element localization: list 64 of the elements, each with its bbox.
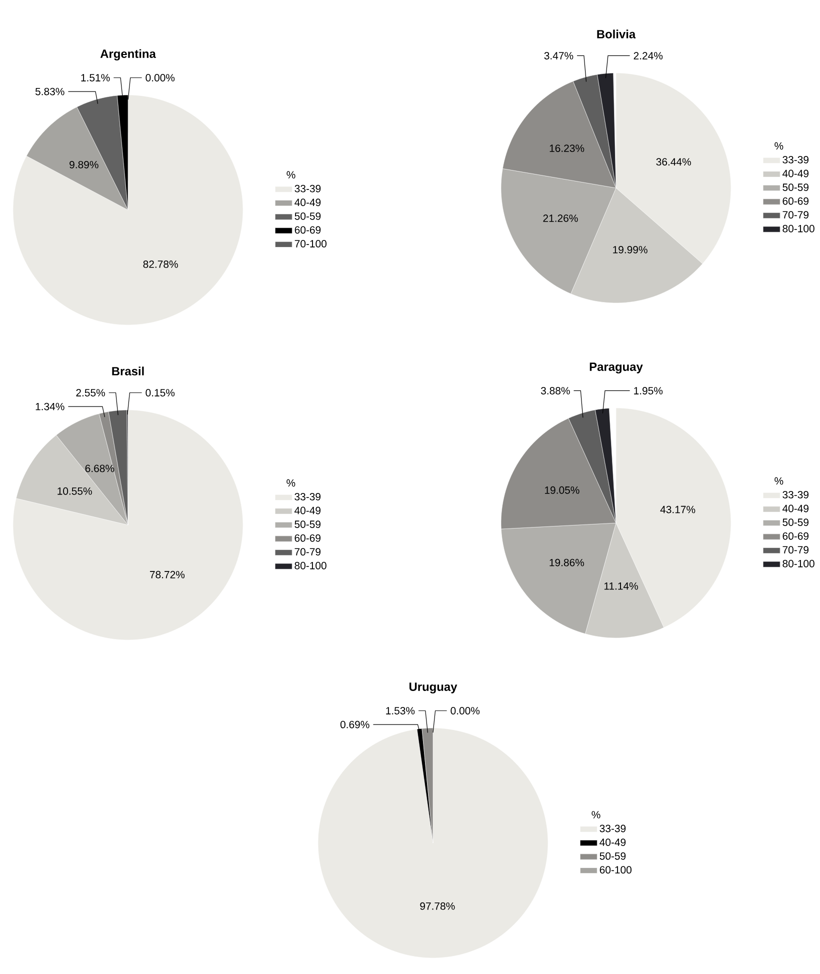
data-label: 0.15% <box>146 389 175 396</box>
legend-label: 80-100 <box>294 562 326 570</box>
legend-label: 33-39 <box>782 156 808 164</box>
data-label: 19.86% <box>550 558 584 566</box>
legend-label: 40-49 <box>782 170 808 178</box>
data-label: 0.69% <box>340 720 370 728</box>
data-label: 19.99% <box>613 246 648 254</box>
data-label: 16.23% <box>550 144 584 152</box>
legend-title: % <box>774 477 784 485</box>
legend-label: 70-79 <box>294 548 320 556</box>
text: 0.00% <box>146 74 175 82</box>
legend-title: % <box>592 811 600 818</box>
legend-label: 60-69 <box>294 534 320 542</box>
legend-label: 50-59 <box>600 852 626 860</box>
data-label: 1.53% <box>386 707 415 714</box>
text: 0.00% <box>450 707 480 714</box>
legend-label: 33-39 <box>294 493 320 500</box>
chart-title: Brasil <box>112 366 144 376</box>
data-label: 11.14% <box>604 582 638 590</box>
legend-label: 50-59 <box>294 212 321 220</box>
data-label: 36.44% <box>656 158 691 166</box>
data-label: 21.26% <box>543 214 578 222</box>
data-label: 10.55% <box>58 487 92 495</box>
legend-label: 80-100 <box>782 560 814 568</box>
data-label: 6.68% <box>85 464 114 472</box>
legend-label: 40-49 <box>294 198 321 206</box>
data-label: 43.17% <box>660 506 696 514</box>
data-label: 1.51% <box>81 74 110 82</box>
legend-label: 60-69 <box>782 197 808 205</box>
legend-label: 40-49 <box>294 506 320 514</box>
legend-label: 60-69 <box>782 532 808 540</box>
data-label: 5.83% <box>35 88 64 96</box>
data-label: 3.47% <box>544 52 574 60</box>
legend-title: % <box>774 142 784 150</box>
legend-label: 70-79 <box>782 546 808 554</box>
legend-label: 80-100 <box>782 224 814 232</box>
data-label: 2.24% <box>634 52 663 60</box>
legend-title: % <box>286 479 296 487</box>
legend-label: 33-39 <box>600 824 626 832</box>
data-label: 78.72% <box>150 570 185 578</box>
legend-label: 33-39 <box>294 184 321 192</box>
chart-title: Bolivia <box>597 30 636 38</box>
data-label: 1.95% <box>634 387 663 394</box>
chart-title: Paraguay <box>590 362 643 374</box>
data-label: 97.78% <box>420 902 455 910</box>
chart-title: Argentina <box>100 49 156 60</box>
legend-label: 40-49 <box>600 838 626 846</box>
chart-title: Uruguay <box>409 682 458 694</box>
data-label: 82.78% <box>143 260 178 268</box>
legend-label: 70-100 <box>294 240 326 248</box>
legend-label: 40-49 <box>782 504 808 512</box>
data-label: 3.88% <box>540 387 570 394</box>
data-label: 19.05% <box>545 486 580 494</box>
legend-label: 60-69 <box>294 226 321 234</box>
data-label: 1.34% <box>36 402 64 410</box>
legend-label: 50-59 <box>294 520 320 528</box>
legend-label: 50-59 <box>782 184 808 191</box>
legend-label: 60-100 <box>600 866 632 874</box>
legend-label: 70-79 <box>782 211 808 219</box>
data-label: 9.89% <box>70 160 98 168</box>
legend-label: 33-39 <box>782 491 808 498</box>
data-label: 2.55% <box>76 389 105 396</box>
legend-label: 50-59 <box>782 518 808 526</box>
legend-title: % <box>286 171 296 178</box>
